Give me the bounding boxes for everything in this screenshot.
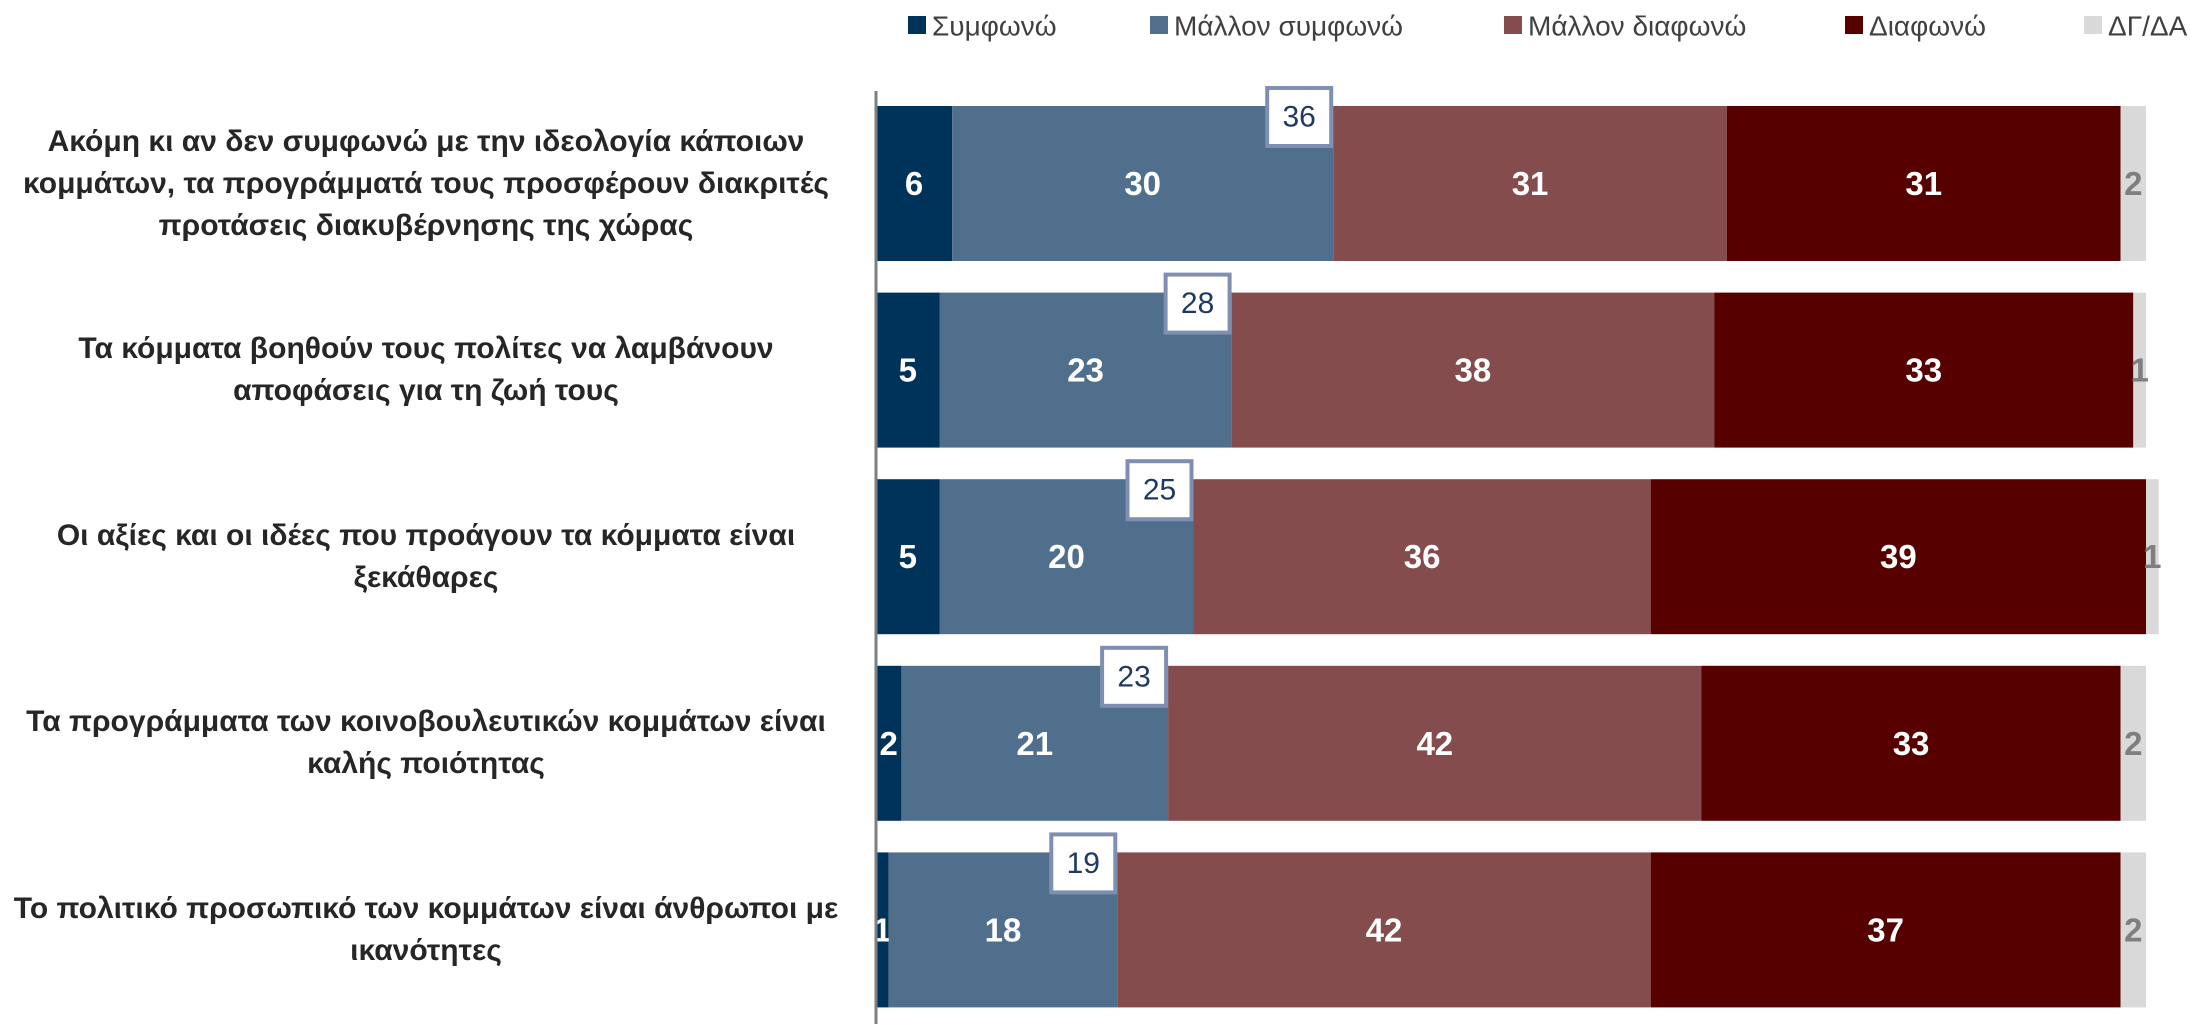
annotation-box [1265, 86, 1334, 148]
value-label: 33 [1893, 725, 1930, 762]
legend-swatch [1845, 16, 1863, 34]
bar-segment [1333, 106, 1727, 261]
bar-segment [1117, 852, 1651, 1008]
value-label: 30 [1124, 165, 1161, 202]
annotation-box [1100, 645, 1169, 708]
category-label: Τα προγράμματα των κοινοβουλευτικών κομμ… [10, 666, 842, 821]
annotation-box [1163, 272, 1232, 335]
legend-label: Διαφωνώ [1869, 11, 1986, 42]
value-label: 31 [1512, 165, 1549, 202]
value-label: 1 [873, 911, 891, 948]
bar-segment [1726, 106, 2121, 261]
bar-segment [1168, 665, 1702, 821]
legend-swatch [2084, 16, 2102, 34]
bar-segment [2120, 665, 2146, 821]
value-label: 1 [2143, 538, 2161, 575]
value-label: 36 [1404, 538, 1441, 575]
value-label: 33 [1905, 352, 1942, 389]
value-label: 42 [1416, 725, 1453, 762]
legend-swatch [1504, 16, 1522, 34]
category-label: Το πολιτικό προσωπικό των κομμάτων είναι… [10, 852, 842, 1007]
legend-swatch [1150, 16, 1168, 34]
annotation-label: 36 [1283, 101, 1316, 134]
annotation-box [1125, 459, 1194, 522]
bar-segment [2133, 292, 2146, 448]
annotation-label: 19 [1067, 847, 1100, 880]
category-label: Οι αξίες και οι ιδέες που προάγουν τα κό… [10, 479, 842, 634]
annotation-box [1049, 832, 1118, 895]
bar-segment [876, 852, 889, 1008]
legend-label: Μάλλον συμφωνώ [1174, 11, 1403, 42]
value-label: 2 [880, 725, 898, 762]
value-label: 39 [1880, 538, 1917, 575]
value-label: 1 [2130, 352, 2148, 389]
category-text: Το πολιτικό προσωπικό των κομμάτων είναι… [13, 891, 839, 967]
bar-segment [876, 292, 940, 448]
bar-segment [1650, 479, 2146, 635]
legend-label: ΔΓ/ΔΑ [2108, 11, 2188, 42]
bar-segment [2120, 852, 2146, 1008]
bar-segment [876, 479, 940, 635]
value-label: 20 [1048, 538, 1085, 575]
bar-segment [1193, 479, 1651, 635]
annotation-label: 23 [1117, 660, 1150, 693]
annotation-label: 28 [1181, 287, 1214, 320]
category-label: Ακόμη κι αν δεν συμφωνώ με την ιδεολογία… [10, 106, 842, 261]
value-label: 2 [2124, 911, 2142, 948]
category-label: Τα κόμματα βοηθούν τους πολίτες να λαμβά… [10, 293, 842, 448]
category-text: Οι αξίες και οι ιδέες που προάγουν τα κό… [56, 518, 796, 594]
bar-segment [876, 106, 953, 261]
legend-swatch [908, 16, 926, 34]
bar-segment [2146, 479, 2159, 635]
annotation-label: 25 [1143, 474, 1176, 507]
category-text: Τα κόμματα βοηθούν τους πολίτες να λαμβά… [78, 332, 774, 408]
legend-label: Μάλλον διαφωνώ [1528, 11, 1746, 42]
bar-segment [2120, 106, 2146, 261]
category-text: Ακόμη κι αν δεν συμφωνώ με την ιδεολογία… [23, 124, 829, 242]
value-label: 42 [1366, 911, 1403, 948]
value-label: 2 [2124, 725, 2142, 762]
value-label: 38 [1455, 352, 1492, 389]
value-label: 2 [2124, 165, 2142, 202]
value-label: 21 [1016, 725, 1053, 762]
value-label: 23 [1067, 352, 1104, 389]
value-label: 37 [1867, 911, 1904, 948]
bar-segment [1650, 852, 2121, 1008]
value-label: 5 [899, 538, 917, 575]
value-label: 18 [985, 911, 1022, 948]
legend-label: Συμφωνώ [932, 11, 1057, 42]
category-text: Τα προγράμματα των κοινοβουλευτικών κομμ… [26, 705, 826, 781]
value-label: 31 [1905, 165, 1942, 202]
value-label: 6 [905, 165, 923, 202]
bar-segment [876, 665, 902, 821]
bar-segment [1714, 292, 2134, 448]
value-label: 5 [899, 352, 917, 389]
bar-segment [1701, 665, 2121, 821]
bar-segment [1231, 292, 1715, 448]
